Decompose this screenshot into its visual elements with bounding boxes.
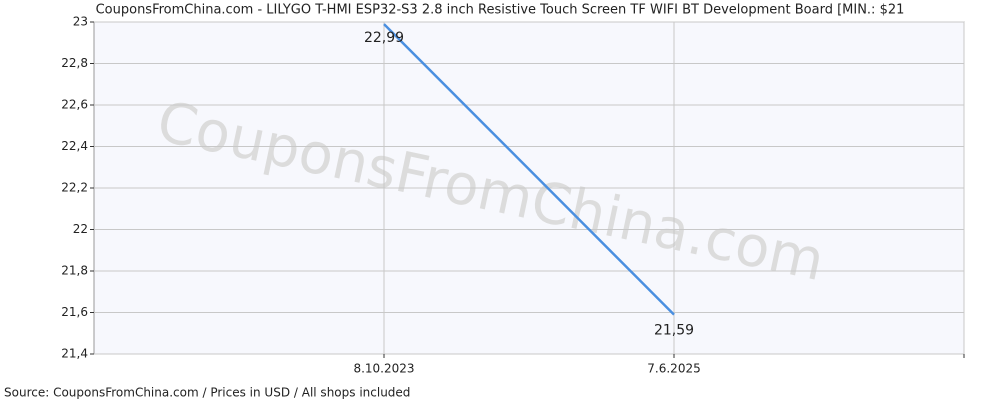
data-label: 21,59	[654, 323, 694, 339]
y-tick-label: 22,4	[61, 139, 88, 153]
y-tick-label: 22	[73, 222, 88, 236]
chart-title: CouponsFromChina.com - LILYGO T-HMI ESP3…	[96, 3, 905, 18]
line-series	[383, 23, 675, 316]
y-tick-label: 22,6	[61, 98, 88, 112]
x-tick-label: 8.10.2023	[353, 362, 414, 376]
y-tick-label: 21,4	[61, 347, 88, 361]
y-tick-label: 22,2	[61, 181, 88, 195]
y-tick-label: 21,8	[61, 264, 88, 278]
y-tick-label: 22,8	[61, 56, 88, 70]
y-tick-label: 23	[73, 15, 88, 29]
source-note: Source: CouponsFromChina.com / Prices in…	[4, 386, 410, 400]
y-tick-label: 21,6	[61, 305, 88, 319]
data-label: 22,99	[364, 30, 404, 46]
x-tick-label: 7.6.2025	[647, 362, 700, 376]
